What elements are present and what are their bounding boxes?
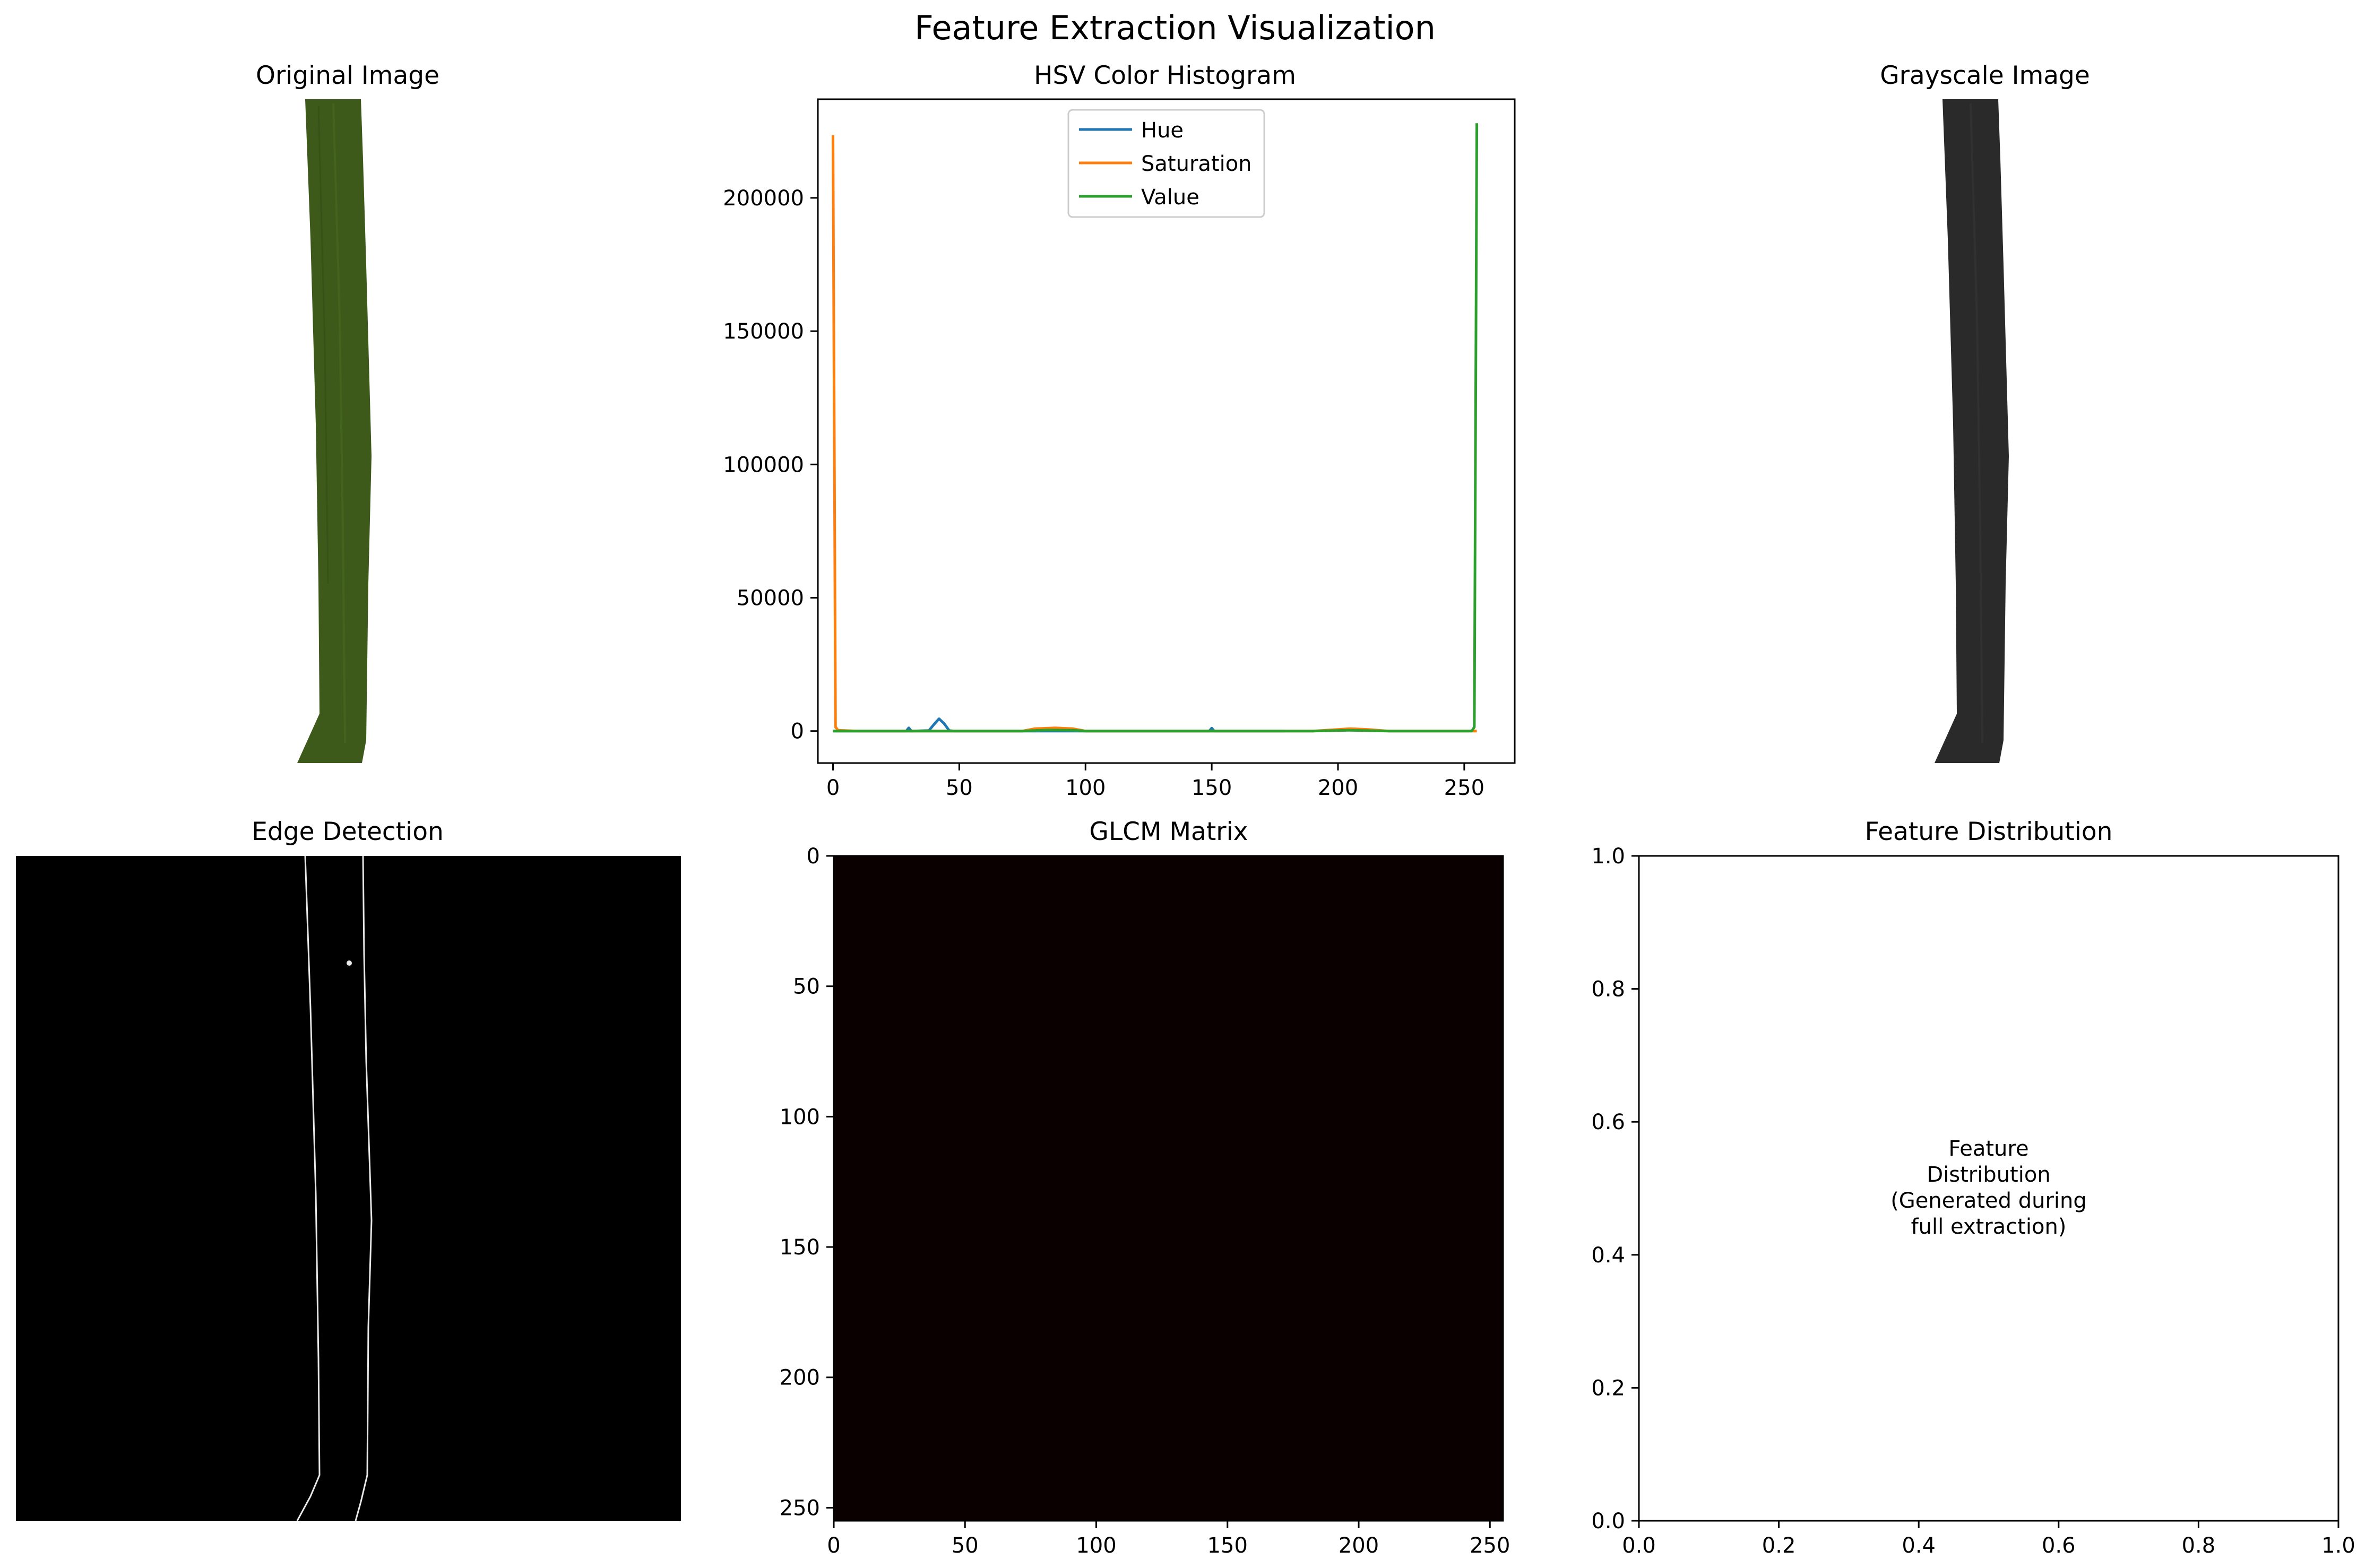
histogram-plot-frame bbox=[817, 98, 1516, 764]
histogram-series-group bbox=[832, 123, 1479, 733]
x-tick-label: 0 bbox=[826, 776, 840, 800]
y-tick-label: 200 bbox=[780, 1366, 820, 1390]
panel-grayscale-image: Grayscale Image bbox=[1880, 61, 2090, 763]
y-tick-label: 150 bbox=[780, 1235, 820, 1260]
y-tick-label: 0.0 bbox=[1591, 1509, 1625, 1534]
x-tick-label: 250 bbox=[1444, 776, 1484, 800]
glcm-heatmap bbox=[834, 856, 1503, 1521]
leaf-image-grayscale bbox=[1935, 99, 2009, 763]
edge-image-background bbox=[16, 856, 681, 1521]
panel-title-grayscale: Grayscale Image bbox=[1880, 61, 2090, 90]
panel-original-image: Original Image bbox=[256, 61, 439, 763]
y-tick-label: 0.4 bbox=[1591, 1243, 1625, 1268]
legend-label-value: Value bbox=[1141, 185, 1199, 210]
edge-speck bbox=[347, 960, 352, 966]
y-tick-label: 1.0 bbox=[1591, 844, 1625, 869]
y-tick-label: 100000 bbox=[723, 453, 804, 477]
x-tick-label: 0.2 bbox=[1762, 1534, 1796, 1558]
x-tick-label: 0 bbox=[827, 1534, 840, 1558]
feature-distribution-note-line-2: Distribution bbox=[1927, 1163, 2050, 1187]
x-tick-label: 150 bbox=[1192, 776, 1232, 800]
y-tick-label: 250 bbox=[780, 1496, 820, 1520]
glcm-y-ticks: 0 50 100 150 200 250 bbox=[780, 844, 834, 1520]
x-tick-label: 250 bbox=[1470, 1534, 1510, 1558]
y-tick-label: 50 bbox=[793, 975, 820, 999]
x-tick-label: 0.6 bbox=[2042, 1534, 2076, 1558]
x-tick-label: 0.4 bbox=[1902, 1534, 1936, 1558]
y-tick-label: 0.8 bbox=[1591, 977, 1625, 1002]
glcm-matrix-chart: GLCM Matrix 0 50 100 150 200 250 0 50 100 150 200… bbox=[780, 817, 1510, 1558]
panel-edge-detection: Edge Detection bbox=[16, 817, 681, 1521]
y-tick-label: 0.2 bbox=[1591, 1376, 1625, 1400]
x-tick-label: 0.0 bbox=[1622, 1534, 1656, 1558]
feature-distribution-note-line-3: (Generated during bbox=[1890, 1189, 2087, 1213]
histogram-x-ticks: 0 50 100 150 200 250 bbox=[826, 763, 1484, 800]
leaf-vein bbox=[332, 103, 346, 743]
histogram-y-ticks: 0 50000 100000 150000 200000 bbox=[723, 186, 818, 744]
chart-title-glcm: GLCM Matrix bbox=[1090, 817, 1248, 846]
chart-title-hsv: HSV Color Histogram bbox=[1034, 61, 1296, 90]
chart-title-feature-distribution: Feature Distribution bbox=[1865, 817, 2113, 846]
figure-title: Feature Extraction Visualization bbox=[914, 8, 1436, 47]
series-line-hue bbox=[833, 717, 1285, 733]
feature-distribution-chart: Feature Distribution 0.0 0.2 0.4 0.6 0.8 1.0 … bbox=[1591, 817, 2355, 1558]
x-tick-label: 200 bbox=[1318, 776, 1358, 800]
histogram-legend: Hue Saturation Value bbox=[1067, 109, 1265, 218]
y-tick-label: 100 bbox=[780, 1105, 820, 1129]
legend-box bbox=[1067, 109, 1265, 218]
x-tick-label: 100 bbox=[1076, 1534, 1116, 1558]
x-tick-label: 50 bbox=[946, 776, 973, 800]
series-line-value bbox=[833, 123, 1479, 733]
y-tick-label: 0.6 bbox=[1591, 1110, 1625, 1134]
y-tick-label: 0 bbox=[791, 720, 804, 744]
y-tick-label: 200000 bbox=[723, 186, 804, 211]
glcm-plot-frame bbox=[833, 855, 1504, 1522]
x-tick-label: 0.8 bbox=[2182, 1534, 2216, 1558]
leaf-image-color bbox=[297, 99, 372, 763]
feature-distribution-note-line-4: full extraction) bbox=[1911, 1215, 2067, 1239]
edge-contour-right bbox=[355, 855, 373, 1521]
feature-distribution-note-line-1: Feature bbox=[1948, 1137, 2028, 1161]
x-tick-label: 100 bbox=[1065, 776, 1106, 800]
legend-label-hue: Hue bbox=[1141, 118, 1184, 143]
x-tick-label: 200 bbox=[1339, 1534, 1379, 1558]
x-tick-label: 1.0 bbox=[2321, 1534, 2355, 1558]
edge-contour-left bbox=[296, 855, 321, 1521]
y-tick-label: 50000 bbox=[737, 586, 804, 611]
feature-distribution-frame bbox=[1638, 855, 2339, 1522]
feature-distribution-x-ticks: 0.0 0.2 0.4 0.6 0.8 1.0 bbox=[1622, 1521, 2355, 1558]
panel-title-edges: Edge Detection bbox=[252, 817, 444, 846]
feature-distribution-y-ticks: 0.0 0.2 0.4 0.6 0.8 1.0 bbox=[1591, 844, 1639, 1534]
hsv-histogram-chart: HSV Color Histogram 0 50 100 150 200 250 0 500… bbox=[723, 61, 1516, 800]
leaf-vein bbox=[1970, 103, 1983, 743]
x-tick-label: 50 bbox=[952, 1534, 979, 1558]
legend-label-saturation: Saturation bbox=[1141, 152, 1252, 176]
glcm-x-ticks: 0 50 100 150 200 250 bbox=[827, 1521, 1510, 1558]
x-tick-label: 150 bbox=[1207, 1534, 1248, 1558]
y-tick-label: 150000 bbox=[723, 319, 804, 344]
leaf-vein bbox=[317, 106, 329, 584]
panel-title-original: Original Image bbox=[256, 61, 439, 90]
y-tick-label: 0 bbox=[807, 844, 820, 869]
